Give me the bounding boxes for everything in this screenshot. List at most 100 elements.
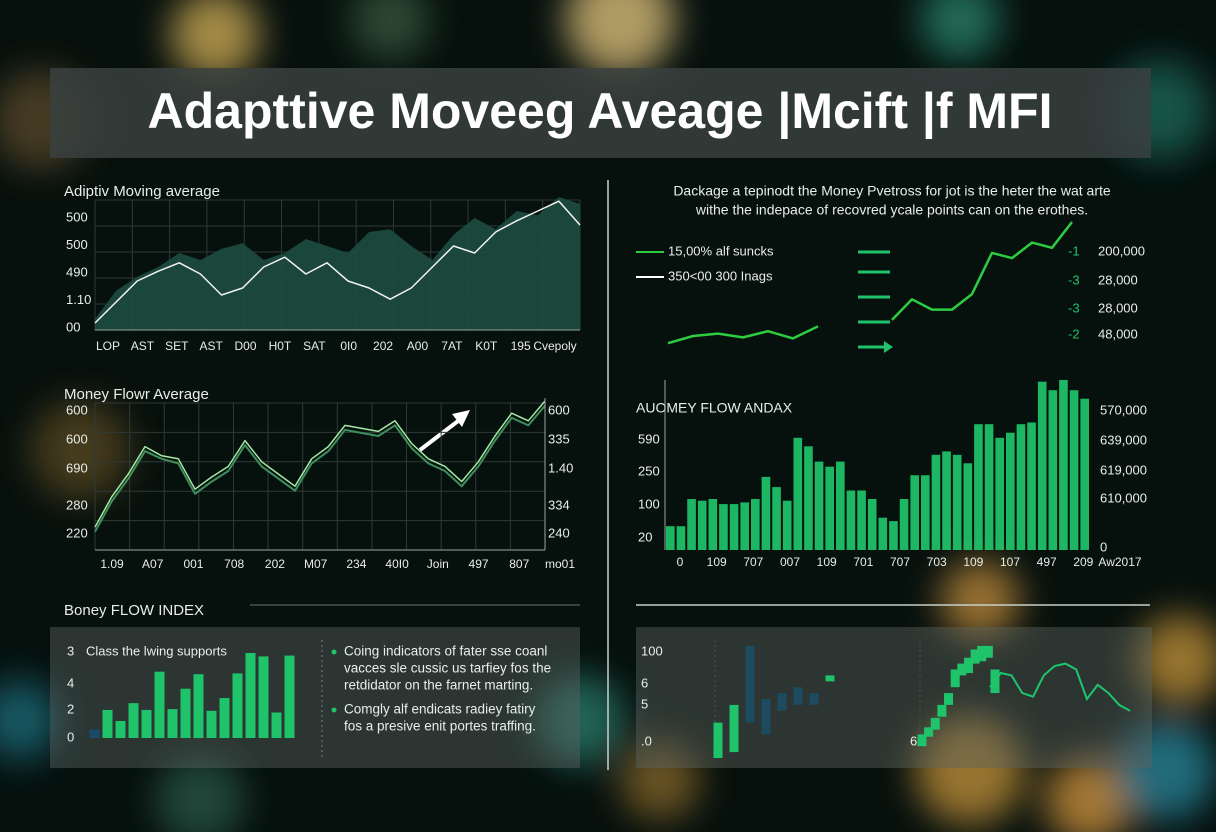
y-labels: 0 [67,729,74,744]
y-labels: 1.10 [66,292,91,307]
x-labels: 202 [265,557,285,571]
bar [232,673,243,738]
bar [219,698,230,738]
y-labels: 250 [638,463,660,478]
page-title: Adapttive Moveeg Aveage |Mcift |f MFI [148,83,1053,140]
bar [115,721,126,738]
x-labels: A07 [142,557,164,571]
candle-body [937,704,947,717]
bar [984,424,994,550]
bar [814,461,824,550]
bar [245,653,256,738]
line [989,662,1131,712]
bar [258,656,269,738]
candle-body [924,727,934,737]
right-codes: -1 [1068,243,1080,258]
chart-title: AUOMEY FLOW ANDAX [636,400,793,416]
bar [1080,398,1089,550]
bar [793,437,803,550]
bar [899,499,909,550]
x-labels: LOP [96,339,120,353]
x-labels: 109 [707,555,727,569]
x-labels: 707 [743,555,763,569]
candle-body [917,734,927,747]
y-labels: 3 [67,643,74,658]
y-labels: 500 [66,237,88,252]
description: withe the indepace of recovred ycale poi… [695,202,1088,218]
bar [857,490,866,550]
right-values: 28,000 [1098,272,1138,287]
bar [1059,380,1068,550]
y2-labels: 1.40 [548,460,573,475]
x-labels: 707 [890,555,910,569]
bar [963,463,973,550]
x-labels: SAT [303,339,326,353]
bar [193,674,204,738]
bar [687,499,696,550]
candle-body [825,675,835,682]
candle-body [963,657,973,674]
chart-title: Adiptiv Moving average [64,183,220,200]
x-labels: Aw2017 [1098,555,1141,569]
y2-labels: 335 [548,431,570,446]
x-labels: K0T [475,339,498,353]
x-labels: 234 [346,557,366,571]
bar [836,461,845,550]
candle-body [957,663,967,676]
bar [921,475,930,550]
bar [761,476,771,550]
candle-body [977,645,987,662]
x-labels: 195 [511,339,531,353]
x-labels: mo01 [545,557,575,571]
bar [284,655,295,738]
y-labels: 6 [641,675,648,690]
x-labels: 107 [1000,555,1020,569]
y2-labels: 600 [548,402,570,417]
bar [974,424,983,550]
bar [206,710,217,738]
x-labels: 703 [927,555,947,569]
candle-body [713,722,723,758]
candle-body [809,693,819,705]
bar [1037,381,1047,550]
y-labels: 490 [66,264,88,279]
right-values: 200,000 [1098,243,1145,258]
bar [167,709,178,738]
bar [889,521,898,550]
x-labels: 701 [853,555,873,569]
candle-body [777,693,787,711]
bar [666,526,675,550]
bar [846,490,856,550]
x-labels: 40I0 [385,557,409,571]
y-labels: 220 [66,525,88,540]
bar [128,703,139,738]
y2-labels: 0 [1100,539,1107,554]
bullet [331,649,337,655]
y-labels: 590 [638,431,660,446]
candle-body [970,649,980,664]
bar [804,446,813,550]
bar [772,487,781,550]
x-labels: 0I0 [340,339,357,353]
legend-label: 350<00 300 Inags [668,268,773,283]
candle-body [944,693,954,705]
candle-body [950,669,960,688]
note: retdidator on the farnet marting. [344,678,533,693]
x-labels: 708 [224,557,244,571]
bar [751,499,760,550]
line [667,325,819,345]
candle-body [745,645,755,723]
bar [697,500,707,550]
x-labels: 1.09 [100,557,124,571]
y2-labels: 619,000 [1100,462,1147,477]
x-labels: 497 [469,557,489,571]
x-labels: Join [427,557,449,571]
panel [636,627,1152,768]
chart-title: Boney FLOW INDEX [64,602,204,619]
x-labels: A00 [407,339,429,353]
x-labels: AST [199,339,223,353]
panel [50,627,580,768]
bar [729,504,739,550]
bar [1027,422,1036,550]
y-labels: 00 [66,319,80,334]
